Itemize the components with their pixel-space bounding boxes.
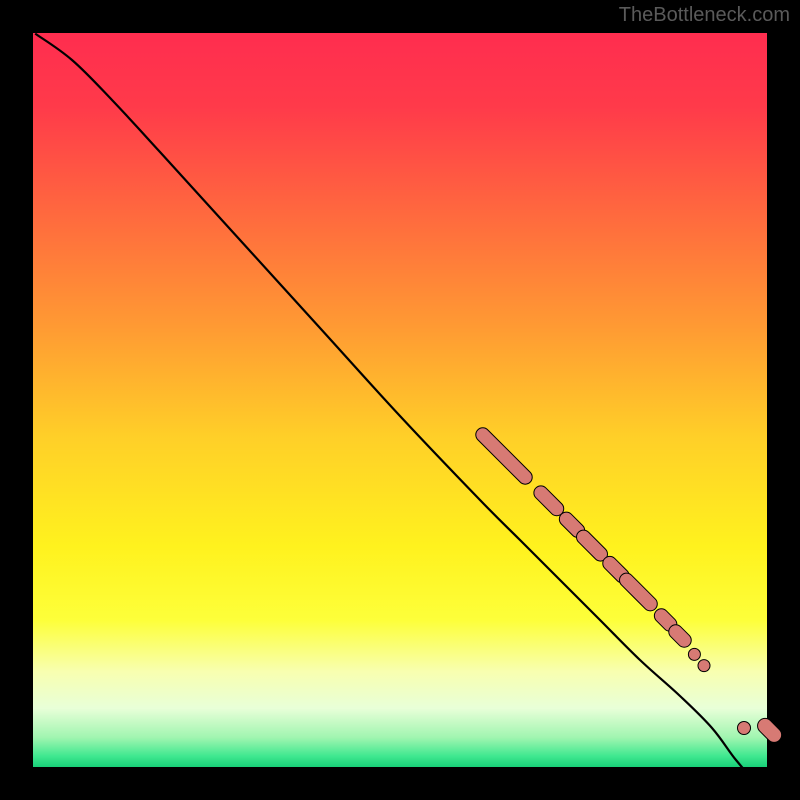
watermark-text: TheBottleneck.com bbox=[619, 4, 790, 27]
data-point bbox=[698, 660, 710, 672]
data-point bbox=[738, 722, 751, 735]
bottleneck-chart bbox=[0, 0, 800, 800]
plot-background bbox=[33, 33, 767, 767]
chart-container: TheBottleneck.com bbox=[0, 0, 800, 800]
data-point bbox=[688, 648, 700, 660]
